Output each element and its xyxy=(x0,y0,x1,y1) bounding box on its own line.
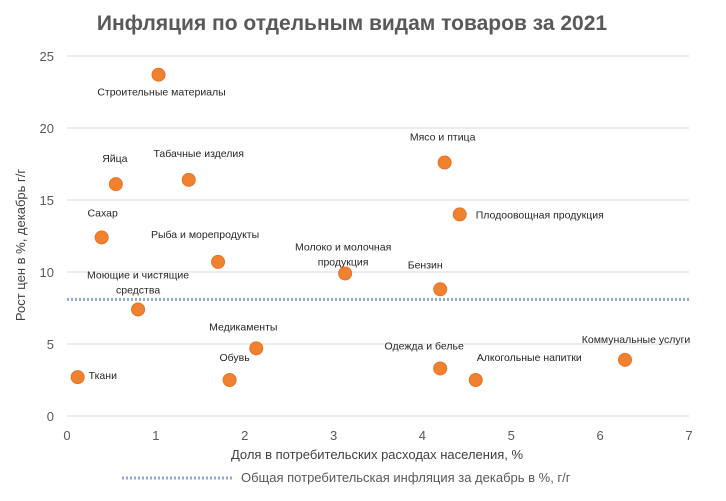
data-points xyxy=(70,67,633,387)
y-tick-label: 20 xyxy=(40,121,54,136)
y-tick-label: 5 xyxy=(47,337,54,352)
x-tick-label: 6 xyxy=(597,428,604,443)
data-point[interactable] xyxy=(70,370,85,385)
y-axis-label: Рост цен в %, декабрь г/г xyxy=(13,169,28,321)
y-tick-label: 0 xyxy=(47,409,54,424)
point-label: Яйца xyxy=(102,153,127,165)
point-label: Коммунальные услуги xyxy=(582,334,691,346)
point-label: Обувь xyxy=(219,352,250,364)
x-tick-label: 0 xyxy=(63,428,70,443)
legend: Общая потребительская инфляция за декабр… xyxy=(122,470,571,485)
data-point[interactable] xyxy=(468,373,483,387)
data-point[interactable] xyxy=(249,341,264,356)
data-point[interactable] xyxy=(222,373,237,387)
x-axis-label: Доля в потребительских расходах населени… xyxy=(231,447,524,462)
point-label: Сахар xyxy=(87,207,118,219)
point-label: Ткани xyxy=(89,370,117,382)
y-tick-label: 10 xyxy=(40,265,54,280)
data-point[interactable] xyxy=(131,302,146,317)
point-label: Моющие и чистящие средства xyxy=(87,269,189,296)
point-label: Плодоовощная продукция xyxy=(476,209,604,221)
point-labels: Строительные материалы Мясо и птица Табачн… xyxy=(87,87,690,382)
chart-title: Инфляция по отдельным видам товаров за 2… xyxy=(97,12,607,35)
x-tick-label: 1 xyxy=(152,428,159,443)
data-point[interactable] xyxy=(437,155,452,170)
x-tick-label: 4 xyxy=(419,428,426,443)
point-label: Бензин xyxy=(408,259,443,271)
legend-reference-line-label: Общая потребительская инфляция за декабр… xyxy=(241,470,571,485)
point-label: Рыба и морепродукты xyxy=(151,229,259,241)
data-point[interactable] xyxy=(108,177,123,192)
x-tick-label: 7 xyxy=(685,428,692,443)
x-axis-ticks: 0 1 2 3 4 5 6 7 xyxy=(63,428,692,443)
point-label: Строительные материалы xyxy=(97,87,225,99)
point-label: Молоко и молочная продукция xyxy=(295,241,391,268)
data-point[interactable] xyxy=(433,282,448,297)
point-label: Медикаменты xyxy=(209,321,277,333)
data-point[interactable] xyxy=(211,254,226,269)
data-point[interactable] xyxy=(618,352,633,367)
data-point[interactable] xyxy=(94,230,109,245)
data-point[interactable] xyxy=(338,266,353,281)
point-label: Алкогольные напитки xyxy=(477,352,582,364)
y-tick-label: 25 xyxy=(40,49,54,64)
gridlines xyxy=(67,55,689,345)
point-label: Одежда и белье xyxy=(385,340,464,352)
y-axis-ticks: 0 5 10 15 20 25 xyxy=(40,49,54,424)
data-point[interactable] xyxy=(452,207,467,222)
x-tick-label: 5 xyxy=(508,428,515,443)
point-label: Мясо и птица xyxy=(410,132,476,144)
x-tick-label: 2 xyxy=(241,428,248,443)
x-tick-label: 3 xyxy=(330,428,337,443)
point-label: Табачные изделия xyxy=(153,148,243,160)
y-tick-label: 15 xyxy=(40,193,54,208)
data-point[interactable] xyxy=(151,67,166,82)
data-point[interactable] xyxy=(181,172,196,187)
data-point[interactable] xyxy=(433,361,448,376)
